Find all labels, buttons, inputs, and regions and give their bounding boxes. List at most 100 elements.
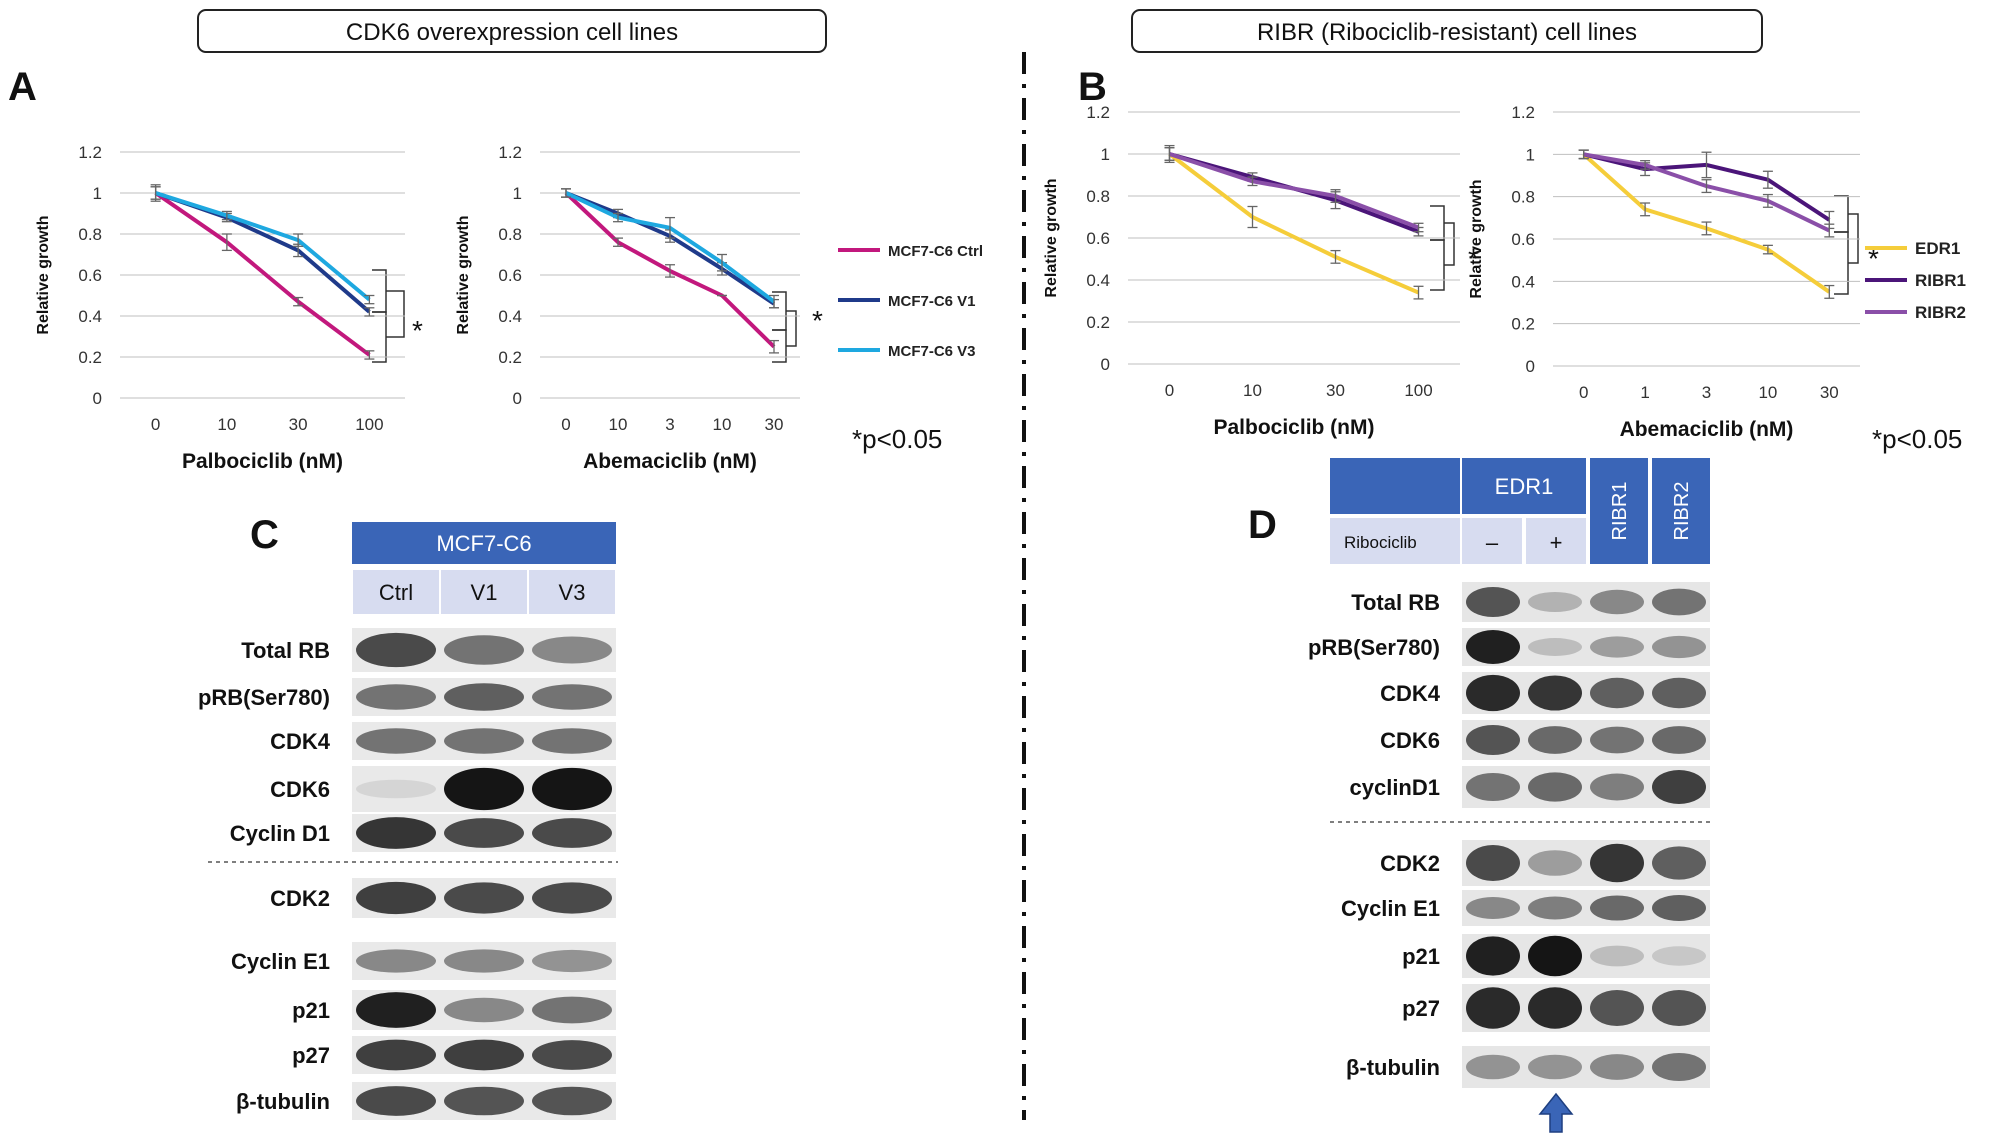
star-a2: * — [812, 305, 823, 336]
series-ribr2 — [1578, 149, 1835, 238]
blot-band — [356, 1039, 436, 1071]
blot-band — [444, 818, 524, 848]
bracket-outer — [396, 290, 405, 338]
x-tick-label: 0 — [151, 415, 160, 434]
panel-label-d: D — [1248, 503, 1277, 547]
y-tick-label: 1 — [1526, 145, 1535, 164]
blot-band — [1528, 638, 1582, 656]
y-tick-label: 0.4 — [498, 307, 522, 326]
blot-band — [444, 949, 524, 973]
blot-band — [356, 992, 436, 1028]
legend-label: EDR1 — [1915, 239, 1960, 258]
y-tick-label: 0.6 — [1511, 230, 1535, 249]
blot-d-row-label: CDK4 — [1380, 681, 1441, 706]
blot-c-row-label: CDK2 — [270, 886, 330, 911]
x-tick-label: 10 — [713, 415, 732, 434]
x-tick-label: 10 — [1758, 383, 1777, 402]
bracket — [1834, 195, 1849, 233]
blot-band — [1590, 895, 1644, 921]
blot-band — [1528, 1054, 1582, 1080]
blot-band — [444, 728, 524, 754]
blot-band — [356, 728, 436, 754]
blot-band — [1528, 850, 1582, 876]
blot-c-row-label: Total RB — [241, 638, 330, 663]
x-tick-label: 100 — [1404, 381, 1432, 400]
pvalue-note-left: *p<0.05 — [852, 424, 942, 454]
bracket — [372, 269, 387, 313]
x-tick-label: 30 — [289, 415, 308, 434]
x-axis-label: Palbociclib (nM) — [182, 450, 343, 473]
panel-label-b: B — [1078, 65, 1107, 109]
bracket — [372, 311, 387, 363]
blot-c-row-label: CDK6 — [270, 777, 330, 802]
blot-band — [444, 683, 524, 711]
y-tick-label: 1 — [93, 184, 102, 203]
blot-band — [1590, 726, 1644, 754]
panel-label-a: A — [8, 65, 37, 109]
legend-label: MCF7-C6 V3 — [888, 343, 976, 360]
y-tick-label: 0.2 — [1511, 315, 1535, 334]
x-tick-label: 10 — [217, 415, 236, 434]
blot-d-plus: + — [1550, 530, 1563, 555]
chart-B1: 0 0.2 0.4 0.6 0.8 1 1.2 0 10 30 100 Palbociclib (nM… — [1043, 103, 1460, 439]
star-a1: * — [412, 315, 423, 346]
y-tick-label: 0.2 — [78, 348, 102, 367]
blot-band — [356, 779, 436, 799]
blot-c-lane-header — [441, 570, 527, 614]
blot-band — [356, 632, 436, 668]
blot-band — [532, 767, 612, 811]
blot-band — [356, 684, 436, 710]
blot-band — [532, 882, 612, 914]
blot-band — [1466, 936, 1520, 976]
y-tick-label: 0.6 — [78, 266, 102, 285]
blot-d-corner — [1330, 458, 1460, 514]
blot-c-title: MCF7-C6 — [436, 531, 531, 556]
header-right: RIBR (Ribociclib-resistant) cell lines — [1257, 19, 1637, 46]
bracket — [1834, 231, 1849, 295]
series-mcf7-c6-v3 — [150, 184, 375, 305]
y-tick-label: 0 — [93, 389, 102, 408]
y-axis-label: Relative growth — [1043, 178, 1060, 297]
blot-d-lane-header — [1652, 458, 1710, 564]
x-tick-label: 1 — [1640, 383, 1649, 402]
x-tick-label: 100 — [355, 415, 383, 434]
blot-d-plus-cell — [1526, 518, 1586, 564]
chart-A1: 0 0.2 0.4 0.6 0.8 1 1.2 0 10 30 100 Palbociclib (nM… — [35, 143, 405, 473]
x-axis-label: Palbociclib (nM) — [1213, 416, 1374, 439]
blot-band — [1466, 630, 1520, 664]
x-tick-label: 30 — [1820, 383, 1839, 402]
x-tick-label: 0 — [1165, 381, 1174, 400]
blot-band — [1466, 987, 1520, 1029]
blot-band — [532, 728, 612, 754]
western-blot-d: EDR1 Ribociclib – + RIBR1 RIBR2 Total RB pRB(Se… — [1308, 458, 1712, 1133]
bracket — [1430, 205, 1445, 241]
up-arrow-icon — [1538, 1092, 1574, 1133]
blot-band — [1652, 894, 1706, 922]
y-tick-label: 0.2 — [498, 348, 522, 367]
y-tick-label: 1 — [1101, 145, 1110, 164]
bracket-outer — [1444, 222, 1455, 266]
x-axis-label: Abemaciclib (nM) — [583, 450, 757, 473]
blot-band — [532, 1040, 612, 1070]
legend-label: MCF7-C6 V1 — [888, 293, 976, 310]
blot-band — [356, 881, 436, 915]
chart-B2: 0 0.2 0.4 0.6 0.8 1 1.2 0 1 3 10 30 Abemaciclib (nM)… — [1468, 103, 1860, 441]
blot-c-lane-header — [529, 570, 615, 614]
blot-band — [1590, 636, 1644, 658]
blot-band — [532, 1086, 612, 1116]
blot-band — [444, 997, 524, 1023]
blot-band — [444, 1039, 524, 1071]
header-left: CDK6 overexpression cell lines — [346, 19, 678, 46]
chart-A2: 0 0.2 0.4 0.6 0.8 1 1.2 0 10 3 10 30 Abemaciclib (nM… — [455, 143, 800, 473]
blot-band — [1466, 772, 1520, 802]
y-tick-label: 0.8 — [78, 225, 102, 244]
blot-band — [1652, 846, 1706, 880]
blot-c-row-label: p27 — [292, 1043, 330, 1068]
y-tick-label: 1.2 — [498, 143, 522, 162]
blot-band — [1652, 635, 1706, 659]
x-tick-label: 3 — [1702, 383, 1711, 402]
blot-band — [1528, 726, 1582, 754]
star-b1: * — [1468, 243, 1479, 274]
blot-band — [444, 635, 524, 665]
